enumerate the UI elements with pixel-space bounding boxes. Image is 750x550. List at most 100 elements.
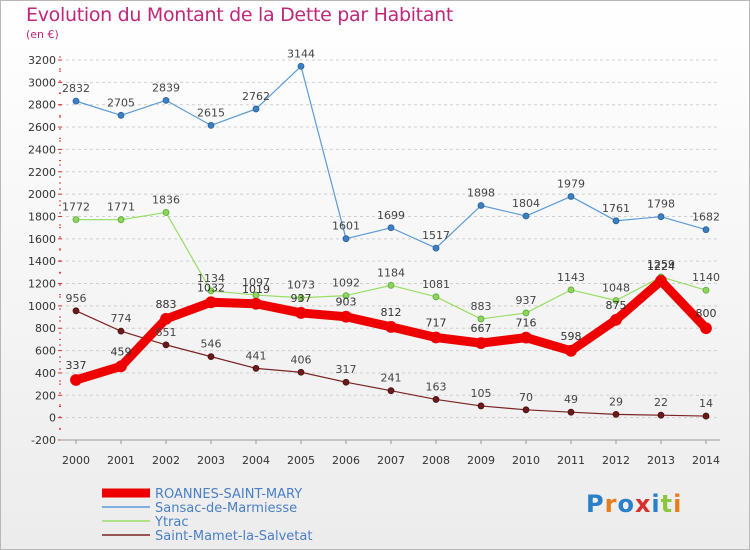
legend-label: Sansac-de-Marmiesse <box>155 501 297 516</box>
data-point <box>610 313 622 326</box>
proxiti-logo: Proxiti <box>586 490 682 518</box>
data-label: 2832 <box>62 82 90 95</box>
data-point <box>297 368 305 376</box>
data-label: 1081 <box>422 278 450 291</box>
data-point <box>522 309 530 317</box>
data-point <box>702 412 710 420</box>
x-tick-label: 2001 <box>107 454 135 467</box>
data-label: 337 <box>66 359 87 372</box>
data-point <box>387 387 395 395</box>
data-point <box>252 105 260 113</box>
data-label: 1898 <box>467 187 495 200</box>
unit-label: (en €) <box>26 28 59 41</box>
y-tick-label: 200 <box>35 389 56 402</box>
data-point <box>657 213 665 221</box>
data-point <box>342 235 350 243</box>
data-label: 1048 <box>602 282 630 295</box>
data-point <box>430 331 442 344</box>
data-point <box>207 353 215 361</box>
data-point <box>162 96 170 104</box>
data-point <box>567 286 575 294</box>
data-label: 1143 <box>557 271 585 284</box>
data-label: 49 <box>564 393 578 406</box>
y-tick-label: 1000 <box>28 300 56 313</box>
y-tick-label: 2800 <box>28 99 56 112</box>
y-tick-label: 1200 <box>28 278 56 291</box>
data-label: 1699 <box>377 209 405 222</box>
data-label: 1836 <box>152 193 180 206</box>
y-tick-label: -200 <box>31 434 56 447</box>
data-label: 875 <box>606 299 627 312</box>
data-label: 883 <box>156 298 177 311</box>
data-point <box>702 286 710 294</box>
legend-label: Saint-Mamet-la-Salvetat <box>155 529 312 544</box>
data-point <box>612 411 620 418</box>
series-points <box>70 62 712 420</box>
data-label: 1224 <box>647 260 675 273</box>
data-point <box>162 209 170 216</box>
data-label: 883 <box>471 300 492 313</box>
logo-letter: x <box>634 490 652 518</box>
data-point <box>252 364 260 372</box>
data-label: 1517 <box>422 229 450 242</box>
data-label: 800 <box>696 307 717 320</box>
data-point <box>115 360 127 373</box>
data-label: 651 <box>156 326 177 339</box>
data-point <box>207 287 215 295</box>
y-tick-label: 3200 <box>28 54 56 67</box>
data-label: 937 <box>291 292 312 305</box>
x-tick-label: 2009 <box>467 454 495 467</box>
data-point <box>657 411 665 419</box>
data-point <box>160 313 172 325</box>
logo-letter: P <box>586 490 605 518</box>
chart-title: Evolution du Montant de la Dette par Hab… <box>26 4 454 26</box>
data-point <box>432 396 440 403</box>
data-label: 937 <box>516 294 537 307</box>
data-label: 1097 <box>242 276 270 289</box>
data-point <box>117 327 125 335</box>
data-label: 1761 <box>602 202 630 215</box>
data-point <box>342 378 350 386</box>
data-label: 406 <box>291 353 312 366</box>
y-tick-label: 3000 <box>28 76 56 89</box>
legend-label: Ytrac <box>154 515 189 530</box>
data-label: 1184 <box>377 266 405 279</box>
data-point <box>477 202 485 209</box>
data-label: 29 <box>609 395 623 408</box>
data-label: 1032 <box>197 281 225 294</box>
x-tick-label: 2013 <box>647 454 675 467</box>
data-point <box>340 310 352 323</box>
y-tick-label: 1600 <box>28 233 56 246</box>
data-label: 1772 <box>62 201 90 214</box>
data-label: 716 <box>516 317 537 330</box>
y-tick-label: 1800 <box>28 210 56 223</box>
x-tick-label: 2012 <box>602 454 630 467</box>
data-label: 1073 <box>287 279 315 292</box>
data-label: 14 <box>699 397 713 410</box>
data-label: 3144 <box>287 47 315 60</box>
data-label: 903 <box>336 296 357 309</box>
data-point <box>567 408 575 416</box>
y-tick-label: 400 <box>35 367 56 380</box>
logo-letter: o <box>617 490 635 518</box>
data-point <box>522 406 530 414</box>
x-tick-label: 2002 <box>152 454 180 467</box>
data-label: 717 <box>426 317 447 330</box>
logo-letter: i <box>673 490 683 518</box>
data-point <box>612 217 620 225</box>
data-point <box>432 244 440 252</box>
x-tick-label: 2003 <box>197 454 225 467</box>
data-label: 70 <box>519 391 533 404</box>
data-label: 598 <box>561 330 582 343</box>
data-point <box>387 281 395 289</box>
data-label: 546 <box>201 338 222 351</box>
data-point <box>612 297 620 304</box>
data-point <box>207 121 215 129</box>
data-label: 2705 <box>107 96 135 109</box>
data-point <box>342 292 350 300</box>
data-point <box>700 322 712 335</box>
data-label: 2615 <box>197 106 225 119</box>
y-tick-label: 0 <box>49 412 56 425</box>
